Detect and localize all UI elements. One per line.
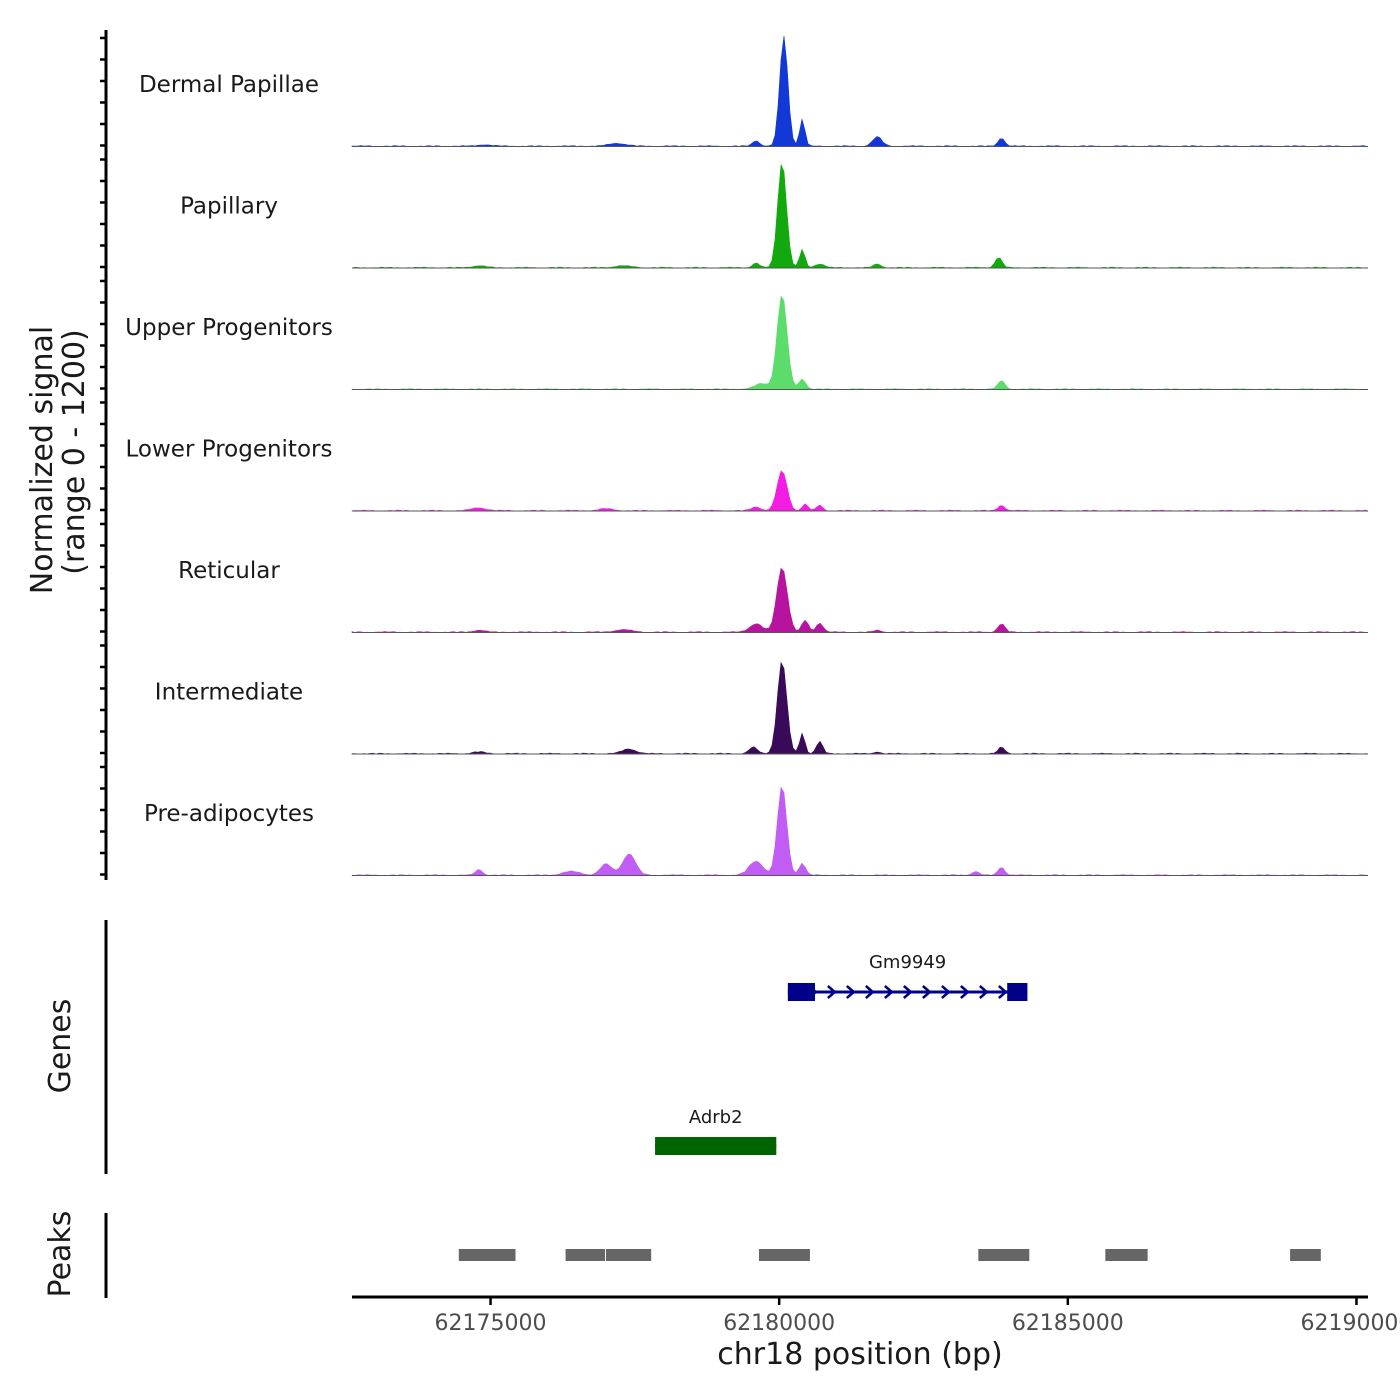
track-label-lower-progenitors: Lower Progenitors bbox=[126, 437, 333, 463]
gene-label-adrb2: Adrb2 bbox=[689, 1107, 743, 1128]
track-papillary: Papillary bbox=[180, 164, 1369, 269]
strand-arrow bbox=[865, 985, 875, 999]
peak-region bbox=[565, 1249, 605, 1261]
strand-arrow bbox=[979, 985, 989, 999]
peak-region bbox=[978, 1249, 1030, 1261]
track-label-upper-progenitors: Upper Progenitors bbox=[125, 315, 333, 341]
track-upper-progenitors: Upper Progenitors bbox=[125, 295, 1369, 390]
peak-region bbox=[458, 1249, 516, 1261]
track-label-papillary: Papillary bbox=[180, 194, 278, 220]
signal-y-axis bbox=[100, 30, 108, 880]
strand-arrow bbox=[827, 985, 837, 999]
coverage-tracks: Dermal Papillae Papillary Upper Progenitor… bbox=[125, 35, 1369, 876]
coverage-area-dermal-papillae bbox=[351, 35, 1369, 147]
coverage-area-lower-progenitors bbox=[351, 470, 1369, 512]
track-label-reticular: Reticular bbox=[178, 558, 280, 584]
peak-region bbox=[606, 1249, 652, 1261]
coverage-area-papillary bbox=[351, 164, 1369, 269]
peak-region bbox=[1105, 1249, 1148, 1261]
exon-gm9949 bbox=[787, 983, 815, 1001]
exon-gm9949 bbox=[1007, 983, 1028, 1001]
genes-track-title: Genes bbox=[43, 999, 78, 1094]
track-intermediate: Intermediate bbox=[155, 661, 1369, 755]
x-tick-label: 62180000 bbox=[723, 1311, 835, 1336]
track-lower-progenitors: Lower Progenitors bbox=[126, 437, 1369, 512]
gene-annotations: Gm9949 Adrb2 bbox=[655, 952, 1028, 1155]
strand-arrow bbox=[941, 985, 951, 999]
gene-label-gm9949: Gm9949 bbox=[869, 952, 946, 973]
strand-arrow bbox=[922, 985, 932, 999]
track-label-dermal-papillae: Dermal Papillae bbox=[139, 72, 319, 98]
track-pre-adipocytes: Pre-adipocytes bbox=[144, 786, 1369, 876]
strand-arrow bbox=[884, 985, 894, 999]
coverage-area-upper-progenitors bbox=[351, 295, 1369, 390]
coverage-area-reticular bbox=[351, 567, 1369, 633]
x-tick-label: 62190000 bbox=[1300, 1311, 1400, 1336]
strand-arrow bbox=[846, 985, 856, 999]
peak-regions bbox=[458, 1249, 1321, 1261]
x-tick-label: 62185000 bbox=[1012, 1311, 1124, 1336]
strand-arrow bbox=[960, 985, 970, 999]
strand-arrow bbox=[903, 985, 913, 999]
gene-gm9949: Gm9949 bbox=[787, 952, 1028, 1001]
track-label-intermediate: Intermediate bbox=[155, 680, 303, 706]
track-reticular: Reticular bbox=[178, 558, 1369, 633]
x-axis-title: chr18 position (bp) bbox=[717, 1337, 1002, 1372]
x-tick-label: 62175000 bbox=[435, 1311, 547, 1336]
coverage-area-pre-adipocytes bbox=[351, 786, 1369, 876]
peak-region bbox=[1290, 1249, 1321, 1261]
track-label-pre-adipocytes: Pre-adipocytes bbox=[144, 801, 314, 827]
x-axis-ticks: 62175000 62180000 62185000 62190000 bbox=[435, 1297, 1400, 1336]
peak-region bbox=[758, 1249, 810, 1261]
exon-adrb2 bbox=[655, 1137, 777, 1155]
y-axis-title-line1: Normalized signal bbox=[25, 326, 60, 594]
track-dermal-papillae: Dermal Papillae bbox=[139, 35, 1369, 147]
y-axis-title-line2: (range 0 - 1200) bbox=[57, 329, 92, 575]
coverage-area-intermediate bbox=[351, 661, 1369, 755]
strand-arrow bbox=[998, 985, 1008, 999]
peaks-track-title: Peaks bbox=[43, 1211, 78, 1298]
gene-adrb2: Adrb2 bbox=[655, 1107, 777, 1155]
